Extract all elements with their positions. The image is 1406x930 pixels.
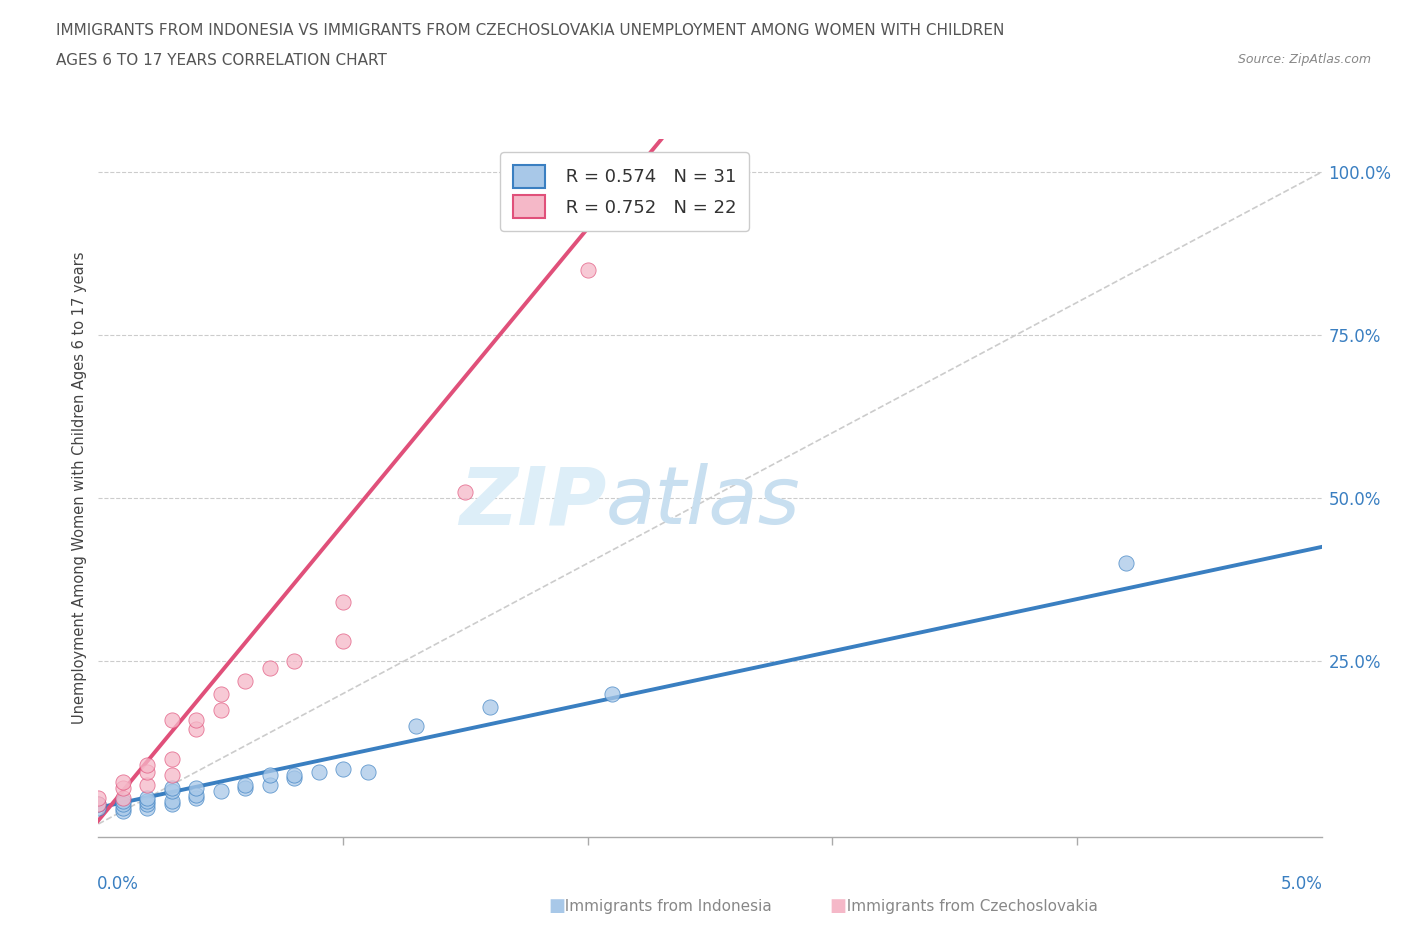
Point bbox=[405, 719, 427, 734]
Point bbox=[160, 784, 183, 799]
Legend:  R = 0.574   N = 31,  R = 0.752   N = 22: R = 0.574 N = 31, R = 0.752 N = 22 bbox=[501, 152, 749, 231]
Point bbox=[308, 764, 330, 779]
Point bbox=[332, 634, 354, 649]
Point bbox=[87, 790, 110, 805]
Point bbox=[136, 758, 159, 773]
Text: Source: ZipAtlas.com: Source: ZipAtlas.com bbox=[1237, 53, 1371, 66]
Point bbox=[136, 797, 159, 812]
Text: ZIP: ZIP bbox=[458, 463, 606, 541]
Point bbox=[259, 767, 281, 782]
Point bbox=[111, 804, 134, 818]
Point bbox=[87, 800, 110, 815]
Point bbox=[259, 660, 281, 675]
Point bbox=[186, 790, 208, 805]
Point bbox=[136, 764, 159, 779]
Point bbox=[111, 774, 134, 789]
Point bbox=[233, 777, 256, 792]
Point bbox=[111, 797, 134, 812]
Point bbox=[454, 485, 477, 499]
Point bbox=[209, 784, 232, 799]
Text: 5.0%: 5.0% bbox=[1281, 875, 1323, 894]
Text: ■: ■ bbox=[830, 897, 846, 915]
Text: IMMIGRANTS FROM INDONESIA VS IMMIGRANTS FROM CZECHOSLOVAKIA UNEMPLOYMENT AMONG W: IMMIGRANTS FROM INDONESIA VS IMMIGRANTS … bbox=[56, 23, 1005, 38]
Point bbox=[136, 793, 159, 808]
Point bbox=[87, 797, 110, 812]
Point bbox=[478, 699, 501, 714]
Point bbox=[160, 712, 183, 727]
Point bbox=[136, 790, 159, 805]
Point bbox=[283, 771, 305, 786]
Point bbox=[209, 702, 232, 717]
Point bbox=[111, 780, 134, 795]
Point bbox=[332, 761, 354, 776]
Text: 0.0%: 0.0% bbox=[97, 875, 139, 894]
Point bbox=[136, 800, 159, 815]
Text: AGES 6 TO 17 YEARS CORRELATION CHART: AGES 6 TO 17 YEARS CORRELATION CHART bbox=[56, 53, 387, 68]
Point bbox=[576, 262, 599, 277]
Point bbox=[160, 751, 183, 766]
Point bbox=[160, 797, 183, 812]
Point bbox=[233, 673, 256, 688]
Text: Immigrants from Indonesia: Immigrants from Indonesia bbox=[555, 899, 772, 914]
Point bbox=[283, 654, 305, 669]
Point bbox=[233, 780, 256, 795]
Point bbox=[283, 767, 305, 782]
Point bbox=[160, 780, 183, 795]
Text: Immigrants from Czechoslovakia: Immigrants from Czechoslovakia bbox=[837, 899, 1098, 914]
Point bbox=[160, 767, 183, 782]
Point bbox=[111, 800, 134, 815]
Point bbox=[111, 793, 134, 808]
Point bbox=[136, 777, 159, 792]
Point bbox=[111, 790, 134, 805]
Point bbox=[1115, 556, 1137, 571]
Text: ■: ■ bbox=[548, 897, 565, 915]
Y-axis label: Unemployment Among Women with Children Ages 6 to 17 years: Unemployment Among Women with Children A… bbox=[72, 252, 87, 724]
Point bbox=[186, 712, 208, 727]
Point bbox=[209, 686, 232, 701]
Point bbox=[186, 722, 208, 737]
Point bbox=[259, 777, 281, 792]
Point bbox=[332, 595, 354, 610]
Text: atlas: atlas bbox=[606, 463, 801, 541]
Point bbox=[186, 787, 208, 802]
Point bbox=[160, 793, 183, 808]
Point bbox=[356, 764, 378, 779]
Point bbox=[186, 780, 208, 795]
Point bbox=[87, 797, 110, 812]
Point bbox=[600, 686, 623, 701]
